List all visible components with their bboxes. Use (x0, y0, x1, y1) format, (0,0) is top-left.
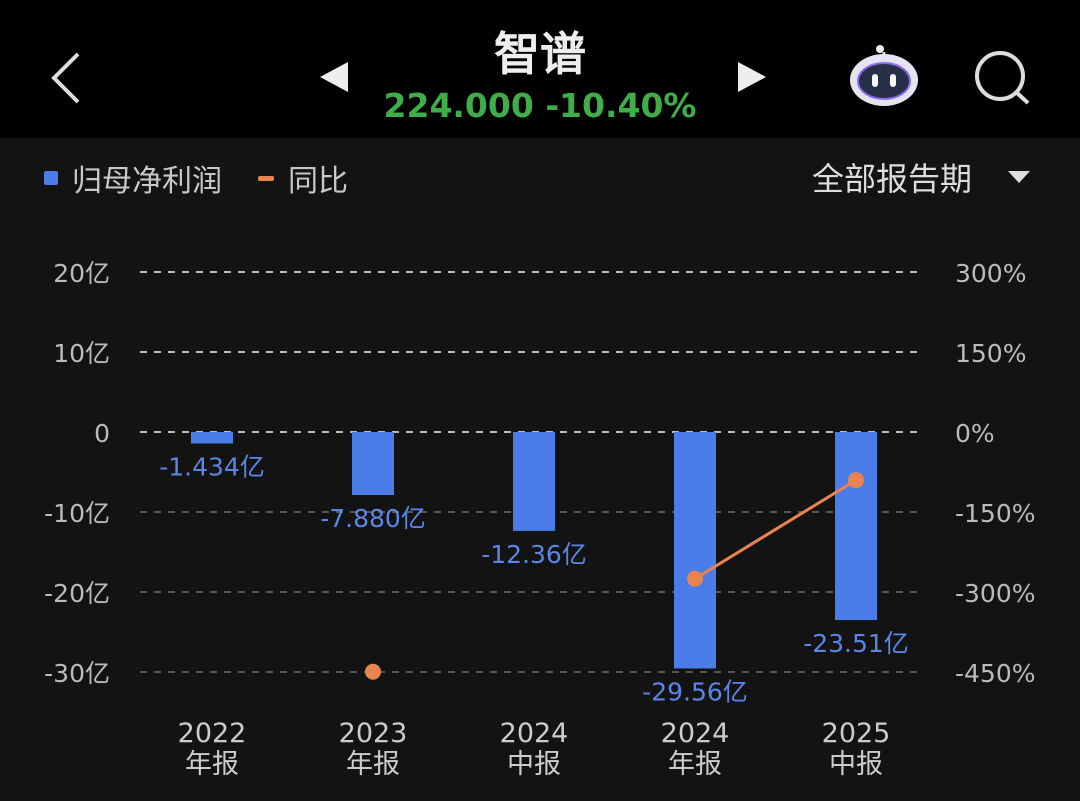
bar (513, 432, 555, 531)
x-axis-label-year: 2022 (178, 718, 247, 749)
x-axis-label-period: 中报 (507, 749, 561, 780)
right-axis-label: -300% (955, 579, 1036, 608)
bar-legend-swatch (44, 171, 58, 185)
back-icon[interactable] (48, 50, 84, 106)
search-icon[interactable] (972, 50, 1034, 108)
bar (352, 432, 394, 496)
bar-value-label: -29.56亿 (642, 677, 748, 706)
bar (191, 432, 233, 444)
stock-quote: 224.000 -10.40% (0, 86, 1080, 125)
yoy-point (848, 472, 864, 489)
yoy-line-segment (694, 478, 857, 580)
yoy-point (687, 570, 703, 587)
x-axis-label-year: 2024 (661, 718, 730, 749)
right-axis-label: -150% (955, 499, 1036, 528)
bar (674, 432, 716, 669)
left-axis-label: 20亿 (53, 259, 110, 288)
right-axis-label: 300% (955, 259, 1026, 288)
left-axis-label: 0 (94, 419, 110, 448)
bar-value-label: -12.36亿 (481, 540, 587, 569)
change-percent: -10.40% (545, 86, 697, 125)
next-stock-icon[interactable] (736, 60, 768, 94)
bar-value-label: -23.51亿 (803, 629, 909, 658)
period-label: 全部报告期 (811, 160, 972, 198)
left-axis-label: -20亿 (44, 579, 110, 608)
chart-legend: 归母净利润 同比 (44, 156, 348, 200)
x-axis-label-period: 年报 (185, 749, 239, 780)
x-axis-label-period: 年报 (346, 749, 400, 780)
price: 224.000 (383, 86, 534, 125)
line-legend-swatch (258, 175, 274, 181)
x-axis-label-period: 年报 (668, 749, 722, 780)
x-axis-label-period: 中报 (829, 749, 883, 780)
right-axis-label: 150% (955, 339, 1026, 368)
robot-assistant-icon[interactable] (848, 42, 920, 108)
legend-net-profit: 归母净利润 (72, 164, 222, 199)
left-axis-label: 10亿 (53, 339, 110, 368)
yoy-point (365, 663, 381, 680)
bar (835, 432, 877, 621)
x-axis-label-year: 2025 (822, 718, 891, 749)
bar-value-label: -1.434亿 (159, 452, 265, 481)
right-axis-label: -450% (955, 659, 1036, 688)
x-axis-label-year: 2023 (339, 718, 408, 749)
period-dropdown[interactable]: 全部报告期 (812, 154, 1032, 200)
right-axis-label: 0% (955, 419, 995, 448)
legend-yoy: 同比 (288, 164, 348, 199)
left-axis-label: -10亿 (44, 499, 110, 528)
bar-value-label: -7.880亿 (320, 504, 426, 533)
dropdown-arrow-icon (1008, 171, 1030, 183)
stock-title: 智谱 (494, 27, 586, 81)
x-axis-label-year: 2024 (500, 718, 569, 749)
prev-stock-icon[interactable] (318, 60, 350, 94)
left-axis-label: -30亿 (44, 659, 110, 688)
